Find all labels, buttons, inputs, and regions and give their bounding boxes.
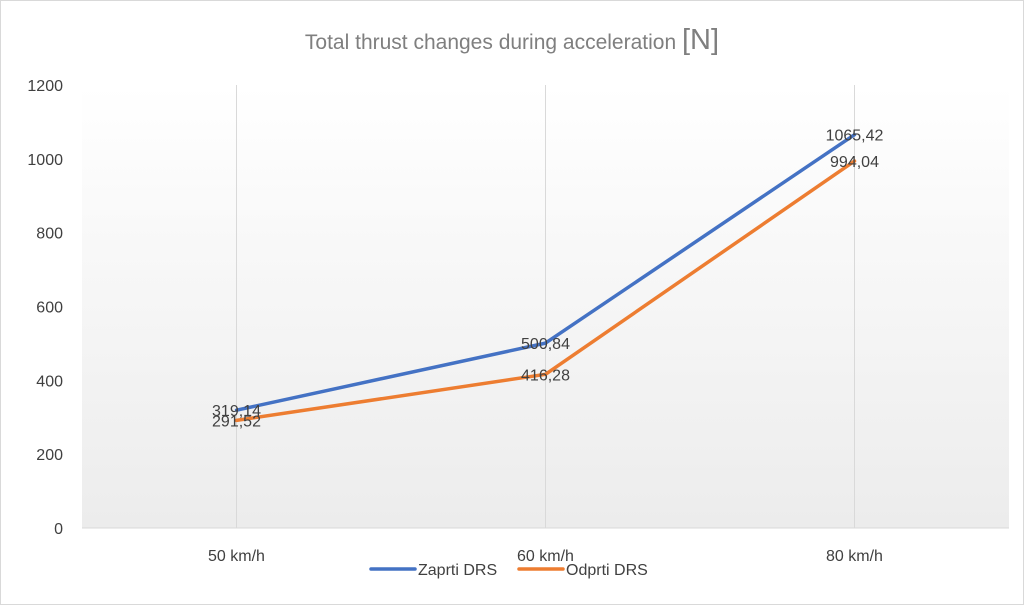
chart-title: Total thrust changes during acceleration…: [305, 24, 719, 56]
data-labels: 319,14 500,84 1065,42 291,52 416,28 994,04: [212, 128, 883, 431]
legend: Zaprti DRS Odprti DRS: [369, 562, 648, 579]
series-line: [234, 159, 857, 423]
data-label: 291,52: [212, 413, 261, 430]
y-tick-label: 0: [54, 521, 63, 538]
grid-lines: [236, 85, 855, 528]
axes: 0 200 400 600 800 1000 1200 50 km/h 60 km/h 80 km…: [27, 78, 1009, 565]
y-tick-label: 600: [36, 300, 63, 317]
data-label: 319,14: [212, 403, 261, 420]
legend-label: Odprti DRS: [566, 562, 648, 579]
y-tick-label: 200: [36, 447, 63, 464]
series-line: [234, 132, 857, 412]
y-tick-label: 1000: [27, 152, 63, 169]
y-tick-label: 1200: [27, 78, 63, 95]
series-lines: [234, 132, 857, 423]
data-label: 416,28: [521, 367, 570, 384]
y-tick-label: 400: [36, 373, 63, 390]
y-tick-label: 800: [36, 226, 63, 243]
x-tick-label: 50 km/h: [208, 548, 265, 565]
data-label: 994,04: [830, 154, 879, 171]
chart-title-unit: [N]: [682, 24, 719, 56]
x-tick-label: 60 km/h: [517, 548, 574, 565]
legend-label: Zaprti DRS: [418, 562, 497, 579]
data-label: 500,84: [521, 336, 570, 353]
x-tick-label: 80 km/h: [826, 548, 883, 565]
chart-title-text: Total thrust changes during acceleration: [305, 31, 676, 54]
data-label: 1065,42: [826, 128, 884, 145]
